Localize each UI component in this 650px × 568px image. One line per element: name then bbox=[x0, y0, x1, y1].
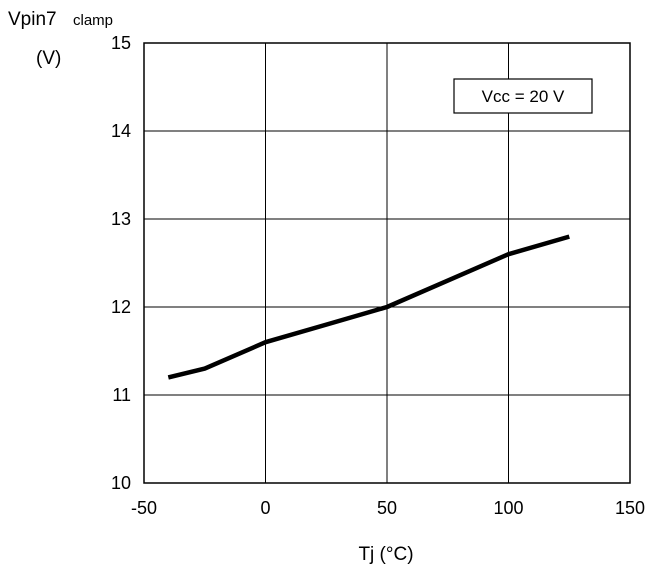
y-axis-label-subscript: clamp bbox=[73, 12, 113, 29]
y-axis-unit: (V) bbox=[36, 48, 61, 69]
annotation-frame bbox=[453, 78, 593, 114]
y-tick-label: 13 bbox=[111, 209, 131, 229]
annotation-box: Vcc = 20 V bbox=[453, 78, 593, 114]
series-line bbox=[167, 234, 570, 380]
x-tick-labels: -50 0 50 100 150 bbox=[131, 498, 645, 518]
x-axis-label: Tj (°C) bbox=[358, 544, 413, 565]
y-tick-label: 15 bbox=[111, 33, 131, 53]
y-tick-label: 11 bbox=[112, 385, 131, 405]
plot-frame bbox=[143, 42, 631, 484]
y-tick-labels: 10 11 12 13 14 15 bbox=[111, 33, 131, 493]
annotation-text: Vcc = 20 V bbox=[482, 87, 565, 106]
y-axis-label: Vpin7 bbox=[8, 9, 57, 30]
y-tick-label: 12 bbox=[111, 297, 131, 317]
x-tick-label: 50 bbox=[377, 498, 397, 518]
x-tick-label: 0 bbox=[260, 498, 270, 518]
x-tick-label: 150 bbox=[615, 498, 645, 518]
y-tick-label: 10 bbox=[111, 473, 131, 493]
series-group bbox=[167, 234, 570, 380]
x-tick-label: 100 bbox=[493, 498, 523, 518]
x-tick-label: -50 bbox=[131, 498, 157, 518]
y-tick-label: 14 bbox=[111, 121, 131, 141]
